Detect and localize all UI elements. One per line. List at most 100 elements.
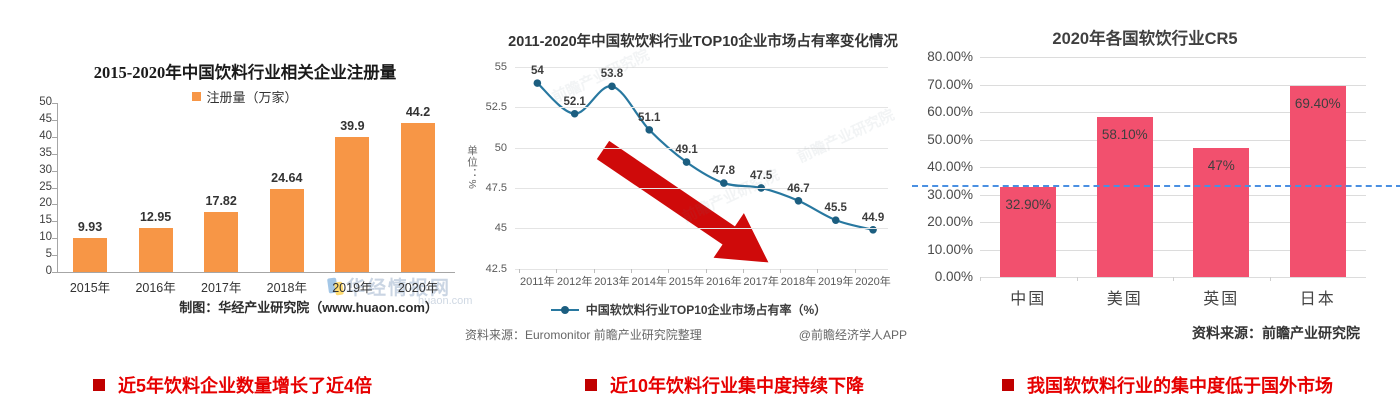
- y-tick-label: 40: [39, 129, 52, 142]
- y-tick-label: 55: [494, 61, 507, 73]
- data-point-label: 46.7: [787, 182, 810, 195]
- y-tick-label: 30.00%: [927, 186, 973, 202]
- x-tick-label: 2017年: [743, 276, 779, 288]
- caption-lower-than-abroad: 我国软饮料行业的集中度低于国外市场: [1002, 372, 1333, 398]
- right-chart-source: 资料来源：前瞻产业研究院: [1192, 325, 1360, 341]
- gridline: [980, 84, 1366, 86]
- gridline: [980, 139, 1366, 141]
- y-tick-label: 30: [39, 163, 52, 176]
- y-tick-label: 15: [39, 214, 52, 227]
- bar: [204, 211, 239, 272]
- huaon-domain-watermark: huaon.com: [418, 295, 473, 307]
- x-tick-mark: [742, 268, 744, 273]
- x-tick-label: 2015年: [668, 276, 705, 288]
- bullet-square-icon: [93, 379, 105, 391]
- legend-square-icon: [192, 92, 202, 101]
- data-point-label: 49.1: [675, 144, 698, 157]
- x-tick-label: 2020年: [855, 276, 891, 288]
- middle-chart-title: 2011-2020年中国软饮料行业TOP10企业市场占有率变化情况: [508, 34, 898, 50]
- x-tick-mark: [817, 268, 819, 273]
- data-point-label: 51.1: [638, 111, 661, 124]
- value-label: 58.10%: [1101, 127, 1148, 143]
- x-tick-mark: [780, 268, 782, 273]
- left-chart-x-axis-line: [57, 272, 455, 273]
- left-chart-y-axis-line: [57, 103, 58, 272]
- bar: [1289, 86, 1346, 277]
- caption-concentration-decline: 近10年饮料行业集中度持续下降: [585, 372, 864, 398]
- x-tick-label: 2014年: [631, 276, 667, 288]
- y-tick-label: 42.5: [485, 262, 507, 275]
- gridline: [980, 222, 1366, 223]
- data-point-marker: [869, 226, 877, 234]
- x-tick-mark: [705, 268, 707, 273]
- x-tick-label: 美国: [1106, 291, 1143, 308]
- y-tick-label: 25: [39, 180, 52, 193]
- y-tick-label: 50.00%: [927, 131, 973, 147]
- x-tick-mark: [519, 268, 520, 273]
- data-point-marker: [682, 158, 691, 166]
- x-tick-mark: [630, 268, 632, 273]
- data-point-marker: [720, 179, 728, 187]
- data-point-label: 54: [530, 65, 544, 78]
- x-tick-label: 2017年: [201, 281, 242, 295]
- y-tick-label: 52.5: [485, 101, 507, 114]
- gridline: [515, 187, 888, 189]
- bar: [269, 188, 304, 272]
- value-label: 24.64: [271, 170, 303, 185]
- left-chart-source: 制图：华经产业研究院（www.huaon.com）: [179, 300, 438, 315]
- x-tick-label: 2012年: [556, 276, 593, 288]
- bar: [1000, 186, 1057, 277]
- caption-growth: 近5年饮料企业数量增长了近4倍: [93, 372, 372, 398]
- y-tick-mark: [52, 103, 57, 104]
- data-point-label: 47.8: [712, 165, 736, 178]
- caption-lower-than-abroad-label: 我国软饮料行业的集中度低于国外市场: [1027, 376, 1333, 396]
- y-tick-label: 35: [39, 146, 52, 159]
- y-tick-mark: [52, 187, 57, 189]
- caption-growth-label: 近5年饮料企业数量增长了近4倍: [118, 376, 373, 396]
- gridline: [980, 57, 1366, 58]
- down-trend-arrow-icon: [596, 140, 769, 263]
- middle-chart-credit: @前瞻经济学人APP: [798, 328, 907, 342]
- value-label: 44.2: [405, 104, 431, 119]
- y-tick-label: 45: [494, 222, 507, 235]
- y-tick-label: 47.5: [485, 181, 507, 194]
- gridline: [515, 268, 888, 270]
- data-point-marker: [608, 82, 616, 91]
- y-tick-label: 10.00%: [927, 241, 973, 257]
- value-label: 12.95: [139, 210, 172, 225]
- bar: [138, 228, 173, 272]
- data-point-marker: [831, 216, 840, 224]
- data-point-label: 44.9: [861, 211, 885, 224]
- left-chart-panel: 2015-2020年中国饮料行业相关企业注册量 注册量（万家） 华经情报网 hu…: [30, 55, 472, 325]
- data-point-label: 52.1: [563, 95, 586, 108]
- gridline: [980, 194, 1366, 196]
- value-label: 47%: [1207, 157, 1235, 173]
- x-tick-label: 2013年: [594, 276, 630, 288]
- gridline: [980, 249, 1366, 251]
- middle-chart-y-axis-unit: 单位：%: [466, 145, 478, 190]
- y-tick-mark: [52, 255, 57, 257]
- gridline: [515, 228, 888, 230]
- y-tick-label: 50: [494, 141, 507, 154]
- trend-line-plot: [533, 79, 877, 263]
- bar: [335, 137, 370, 272]
- left-chart-legend: 注册量（万家）: [30, 87, 460, 106]
- y-tick-mark: [52, 153, 57, 155]
- x-tick-label: 2019年: [818, 276, 854, 288]
- gridline: [515, 67, 888, 68]
- data-point-marker: [570, 109, 579, 118]
- y-tick-label: 50: [39, 96, 52, 108]
- x-tick-mark: [1076, 277, 1078, 281]
- middle-chart-legend: 中国软饮料行业TOP10企业市场占有率（%）: [463, 301, 913, 318]
- bar: [1193, 147, 1250, 277]
- bullet-square-icon: [585, 379, 597, 391]
- left-chart-title: 2015-2020年中国饮料行业相关企业注册量: [93, 63, 397, 82]
- middle-chart-source: 资料来源：Euromonitor 前瞻产业研究院整理: [465, 328, 702, 342]
- bar: [73, 238, 107, 272]
- value-label: 17.82: [205, 193, 237, 208]
- x-tick-mark: [1269, 277, 1271, 281]
- value-label: 39.9: [340, 119, 365, 134]
- x-tick-label: 2018年: [780, 276, 817, 288]
- data-point-marker: [533, 79, 542, 87]
- y-tick-mark: [52, 136, 57, 138]
